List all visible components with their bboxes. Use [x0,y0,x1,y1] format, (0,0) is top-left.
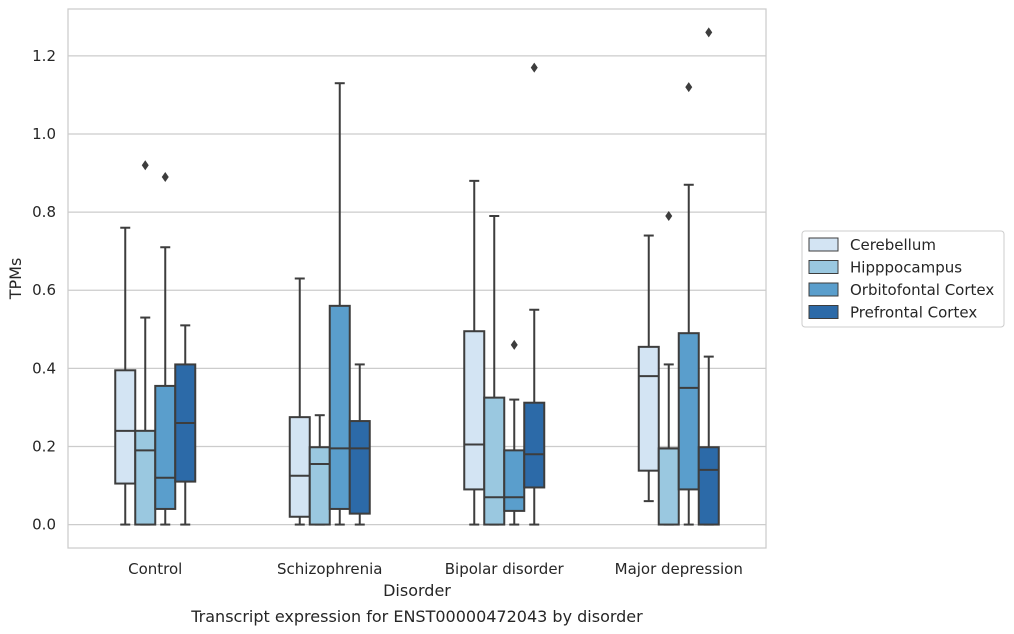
box-iqr [637,345,660,472]
box-group [114,226,137,526]
box-iqr [308,446,331,526]
box-iqr [483,396,506,526]
box-group [348,363,371,526]
outlier-point [530,62,538,73]
legend-swatch [808,237,839,252]
box-iqr [463,330,486,491]
y-axis-ticks: 0.0 0.2 0.4 0.6 0.8 1.0 1.2 [32,47,56,534]
y-tick-label: 1.2 [32,47,56,65]
box-group [154,171,177,526]
y-tick-label: 1.0 [32,125,56,143]
box-group [134,160,157,526]
x-axis-label: Disorder [383,581,451,600]
legend-swatch [808,305,839,319]
x-tick-label: Major depression [615,560,743,578]
y-tick-label: 0.0 [32,516,56,534]
outlier-point [705,27,713,38]
legend-item: Orbitofontal Cortex [808,281,994,299]
x-tick-label: Control [128,560,182,578]
x-tick-label: Schizophrenia [277,560,382,578]
chart-caption: Transcript expression for ENST0000047204… [190,607,643,626]
legend-label: Prefrontal Cortex [850,304,977,322]
outlier-point [685,82,693,93]
box-iqr [697,446,720,526]
legend-label: Orbitofontal Cortex [850,281,994,299]
box-iqr [677,332,700,491]
box-iqr [523,401,546,489]
legend-label: Cerebellum [850,236,936,254]
legend-swatch [808,282,839,297]
box-group [637,234,660,503]
series-orbitofontal-cortex [154,82,700,526]
box-group [483,215,506,526]
box-group [463,179,486,526]
legend-swatch [808,260,839,274]
series-prefrontal-cortex [174,27,720,526]
legend-item: Prefrontal Cortex [808,304,977,322]
box-iqr [288,416,311,518]
y-axis-label: TPMs [6,258,25,301]
box-iqr [348,420,371,515]
y-tick-label: 0.8 [32,203,56,221]
outlier-point [665,211,673,222]
y-tick-label: 0.2 [32,437,56,455]
box-group [174,324,197,526]
box-group [697,27,720,526]
box-group [288,277,311,526]
box-group [503,339,526,526]
box-iqr [503,449,526,512]
outlier-point [161,171,169,182]
box-iqr [114,369,137,485]
box-group [523,62,546,526]
box-iqr [134,429,157,526]
legend: Cerebellum Hipppocampus Orbitofontal Corte… [801,230,1005,328]
plot-area-frame [67,8,767,549]
legend-label: Hipppocampus [850,259,962,277]
series-hipppocampus [134,160,680,526]
box-group [308,414,331,526]
box-group [657,211,680,526]
outlier-point [510,339,518,350]
legend-item: Hipppocampus [808,259,962,277]
legend-frame [801,230,1005,328]
box-iqr [657,447,680,526]
x-axis-ticks: Control Schizophrenia Bipolar disorder Majo… [128,560,743,578]
box-series-layer [114,27,720,526]
outlier-point [141,160,149,171]
y-tick-label: 0.4 [32,359,56,377]
y-tick-label: 0.6 [32,281,56,299]
box-group [328,82,351,526]
x-tick-label: Bipolar disorder [445,560,565,578]
legend-items: Cerebellum Hipppocampus Orbitofontal Corte… [808,236,994,322]
box-group [677,82,700,526]
box-iqr [328,304,351,510]
box-iqr [154,384,177,510]
series-cerebellum [114,179,660,526]
legend-item: Cerebellum [808,236,936,254]
